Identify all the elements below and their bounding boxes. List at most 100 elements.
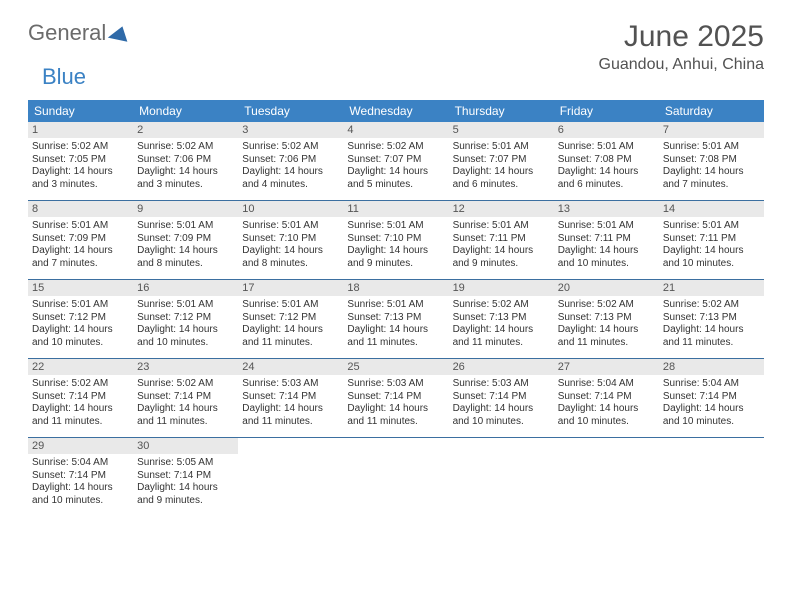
day-sunrise: Sunrise: 5:02 AM <box>347 141 444 154</box>
page: General June 2025 Guandou, Anhui, China … <box>0 0 792 536</box>
day-cell: 2 Sunrise: 5:02 AMSunset: 7:06 PMDaylight… <box>133 122 238 200</box>
day-number: 12 <box>449 201 554 217</box>
weeks-container: 1Sunrise: 5:02 AMSunset: 7:05 PMDaylight… <box>28 122 764 516</box>
day-sunset: Sunset: 7:08 PM <box>663 154 760 167</box>
day-daylight2: and 10 minutes. <box>137 337 234 350</box>
day-sunrise: Sunrise: 5:02 AM <box>32 378 129 391</box>
day-daylight2: and 11 minutes. <box>558 337 655 350</box>
day-cell: 9Sunrise: 5:01 AMSunset: 7:09 PMDaylight… <box>133 201 238 279</box>
week-row: 1Sunrise: 5:02 AMSunset: 7:05 PMDaylight… <box>28 122 764 201</box>
day-cell: 20Sunrise: 5:02 AMSunset: 7:13 PMDayligh… <box>554 280 659 358</box>
day-sunset: Sunset: 7:14 PM <box>242 391 339 404</box>
day-sunset: Sunset: 7:14 PM <box>558 391 655 404</box>
day-daylight2: and 10 minutes. <box>558 258 655 271</box>
day-sunset: Sunset: 7:14 PM <box>453 391 550 404</box>
day-cell: 19Sunrise: 5:02 AMSunset: 7:13 PMDayligh… <box>449 280 554 358</box>
empty-cell <box>554 438 659 516</box>
day-daylight1: Daylight: 14 hours <box>137 324 234 337</box>
week-row: 22Sunrise: 5:02 AMSunset: 7:14 PMDayligh… <box>28 359 764 438</box>
weekday-mon: Monday <box>133 100 238 122</box>
day-number: 28 <box>659 359 764 375</box>
day-cell: 6Sunrise: 5:01 AMSunset: 7:08 PMDaylight… <box>554 122 659 200</box>
day-sunrise: Sunrise: 5:01 AM <box>453 220 550 233</box>
day-cell: 12Sunrise: 5:01 AMSunset: 7:11 PMDayligh… <box>449 201 554 279</box>
day-daylight1: Daylight: 14 hours <box>32 324 129 337</box>
day-number: 6 <box>554 122 659 138</box>
day-number: 17 <box>238 280 343 296</box>
day-number: 7 <box>659 122 764 138</box>
empty-cell <box>659 438 764 516</box>
day-number: 18 <box>343 280 448 296</box>
day-sunrise: Sunrise: 5:02 AM <box>137 378 234 391</box>
day-number: 30 <box>133 438 238 454</box>
day-number: 8 <box>28 201 133 217</box>
day-number: 15 <box>28 280 133 296</box>
day-sunrise: Sunrise: 5:02 AM <box>453 299 550 312</box>
day-sunrise: Sunrise: 5:02 AM <box>137 141 234 154</box>
day-cell: 30Sunrise: 5:05 AMSunset: 7:14 PMDayligh… <box>133 438 238 516</box>
day-daylight2: and 11 minutes. <box>242 416 339 429</box>
day-sunrise: Sunrise: 5:01 AM <box>32 220 129 233</box>
day-daylight1: Daylight: 14 hours <box>453 166 550 179</box>
empty-cell <box>343 438 448 516</box>
day-sunset: Sunset: 7:12 PM <box>137 312 234 325</box>
day-cell: 16Sunrise: 5:01 AMSunset: 7:12 PMDayligh… <box>133 280 238 358</box>
day-number: 4 <box>343 122 448 138</box>
day-number: 5 <box>449 122 554 138</box>
week-row: 8Sunrise: 5:01 AMSunset: 7:09 PMDaylight… <box>28 201 764 280</box>
day-daylight1: Daylight: 14 hours <box>453 324 550 337</box>
day-daylight2: and 11 minutes. <box>347 416 444 429</box>
calendar: Sunday Monday Tuesday Wednesday Thursday… <box>28 100 764 516</box>
day-daylight2: and 8 minutes. <box>242 258 339 271</box>
title-block: June 2025 Guandou, Anhui, China <box>599 20 764 74</box>
day-daylight1: Daylight: 14 hours <box>137 166 234 179</box>
day-sunset: Sunset: 7:07 PM <box>453 154 550 167</box>
day-sunset: Sunset: 7:10 PM <box>242 233 339 246</box>
day-daylight1: Daylight: 14 hours <box>347 403 444 416</box>
day-sunset: Sunset: 7:08 PM <box>558 154 655 167</box>
day-sunset: Sunset: 7:12 PM <box>32 312 129 325</box>
weekday-tue: Tuesday <box>238 100 343 122</box>
day-daylight1: Daylight: 14 hours <box>32 166 129 179</box>
day-daylight2: and 6 minutes. <box>558 179 655 192</box>
day-sunrise: Sunrise: 5:05 AM <box>137 457 234 470</box>
day-number: 2 <box>133 122 238 138</box>
day-cell: 10Sunrise: 5:01 AMSunset: 7:10 PMDayligh… <box>238 201 343 279</box>
logo-word2: Blue <box>42 64 86 89</box>
day-number: 21 <box>659 280 764 296</box>
day-sunset: Sunset: 7:06 PM <box>137 154 234 167</box>
location: Guandou, Anhui, China <box>599 56 764 74</box>
day-number: 22 <box>28 359 133 375</box>
day-daylight2: and 11 minutes. <box>453 337 550 350</box>
day-number: 1 <box>28 122 133 138</box>
day-sunset: Sunset: 7:14 PM <box>137 470 234 483</box>
day-cell: 27Sunrise: 5:04 AMSunset: 7:14 PMDayligh… <box>554 359 659 437</box>
day-daylight2: and 9 minutes. <box>347 258 444 271</box>
day-sunrise: Sunrise: 5:01 AM <box>137 220 234 233</box>
day-daylight2: and 6 minutes. <box>453 179 550 192</box>
month-title: June 2025 <box>599 20 764 54</box>
day-daylight2: and 3 minutes. <box>137 179 234 192</box>
day-sunset: Sunset: 7:06 PM <box>242 154 339 167</box>
day-daylight2: and 10 minutes. <box>32 337 129 350</box>
day-sunrise: Sunrise: 5:01 AM <box>242 220 339 233</box>
empty-cell <box>238 438 343 516</box>
day-sunrise: Sunrise: 5:01 AM <box>453 141 550 154</box>
day-daylight2: and 7 minutes. <box>32 258 129 271</box>
weekday-thu: Thursday <box>449 100 554 122</box>
day-sunset: Sunset: 7:14 PM <box>137 391 234 404</box>
day-sunrise: Sunrise: 5:02 AM <box>242 141 339 154</box>
day-sunset: Sunset: 7:13 PM <box>453 312 550 325</box>
day-daylight1: Daylight: 14 hours <box>663 166 760 179</box>
day-sunset: Sunset: 7:11 PM <box>453 233 550 246</box>
day-cell: 26Sunrise: 5:03 AMSunset: 7:14 PMDayligh… <box>449 359 554 437</box>
day-number: 25 <box>343 359 448 375</box>
day-sunrise: Sunrise: 5:01 AM <box>558 141 655 154</box>
day-cell: 25Sunrise: 5:03 AMSunset: 7:14 PMDayligh… <box>343 359 448 437</box>
weekday-fri: Friday <box>554 100 659 122</box>
day-daylight1: Daylight: 14 hours <box>663 324 760 337</box>
day-sunrise: Sunrise: 5:01 AM <box>32 299 129 312</box>
day-cell: 1Sunrise: 5:02 AMSunset: 7:05 PMDaylight… <box>28 122 133 200</box>
day-daylight1: Daylight: 14 hours <box>453 403 550 416</box>
weekday-sun: Sunday <box>28 100 133 122</box>
